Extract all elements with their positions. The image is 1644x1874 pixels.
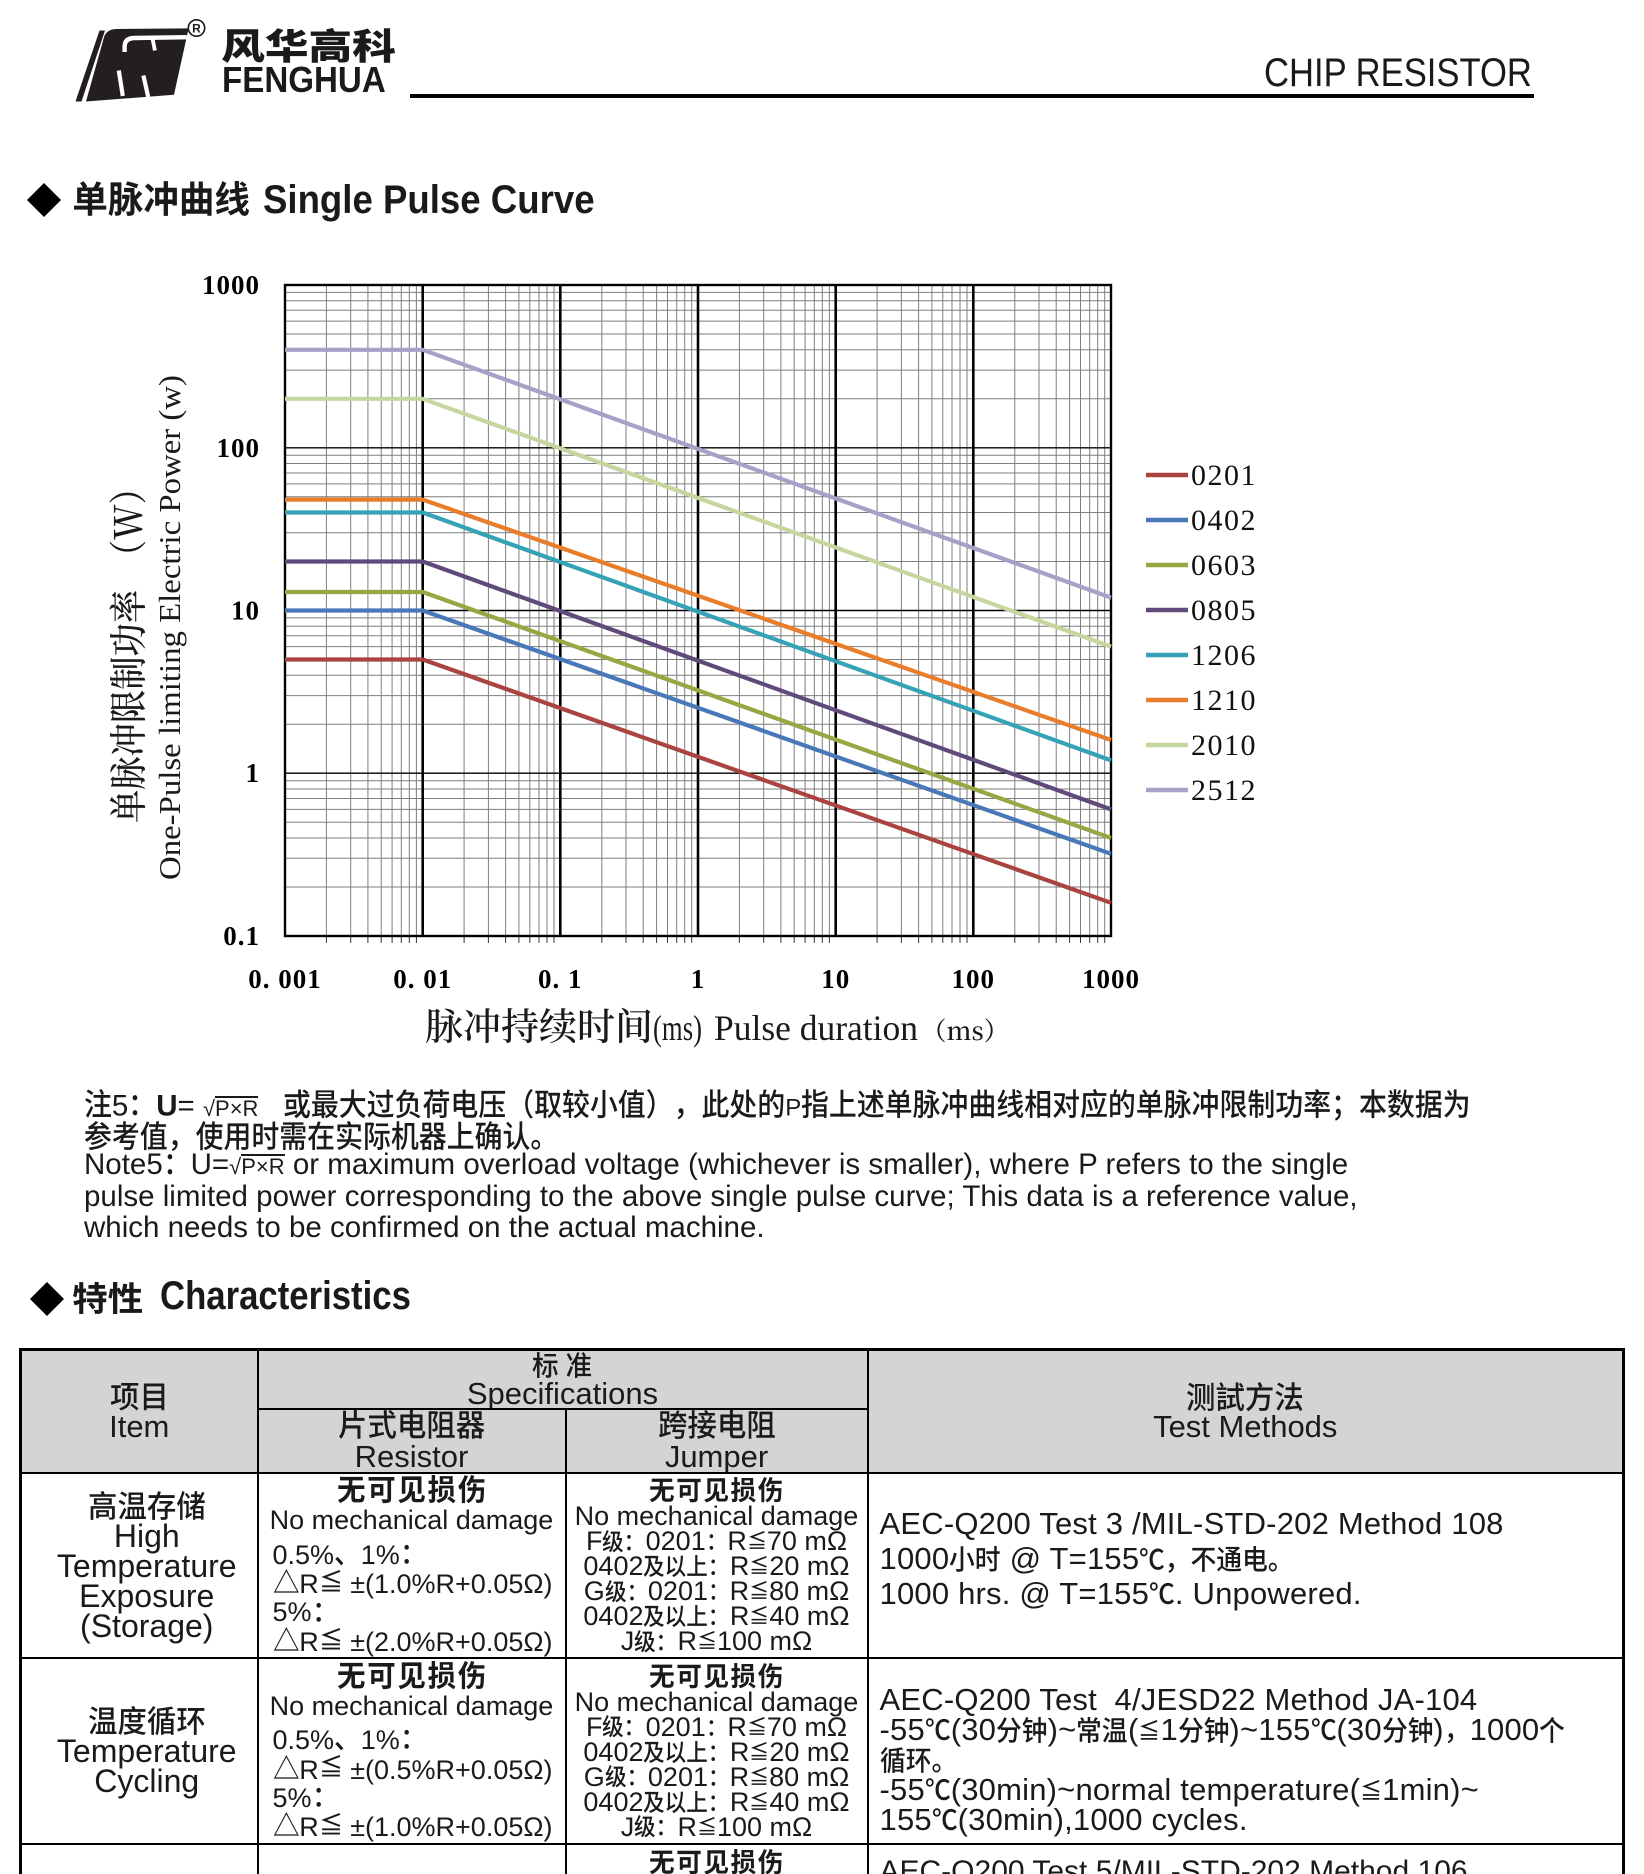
svg-text:0. 1: 0. 1 [538,964,583,994]
svg-text:0402: 0402 [1191,504,1257,537]
svg-text:1: 1 [246,758,261,788]
svg-text:0201: 0201 [1191,459,1257,492]
svg-text:0603: 0603 [1191,549,1257,582]
svg-text:100: 100 [217,433,261,463]
svg-text:One-Pulse limiting Electric Po: One-Pulse limiting Electric Power (w) [152,375,187,880]
svg-text:0. 01: 0. 01 [393,964,452,994]
svg-text:1000: 1000 [202,270,260,300]
svg-text:1000: 1000 [1082,964,1140,994]
svg-text:(ms): (ms) [653,1008,702,1048]
svg-text:0. 001: 0. 001 [248,964,322,994]
svg-text:1: 1 [691,964,706,994]
svg-text:10: 10 [231,596,260,626]
svg-text:0805: 0805 [1191,594,1257,627]
svg-text:100: 100 [952,964,996,994]
svg-text:0.1: 0.1 [223,921,260,951]
svg-text:1210: 1210 [1191,684,1257,717]
svg-text:1206: 1206 [1191,639,1257,672]
svg-text:2512: 2512 [1191,774,1257,807]
svg-text:R: R [192,22,201,36]
svg-text:2010: 2010 [1191,729,1257,762]
svg-text:10: 10 [821,964,850,994]
svg-text:Pulse duration: Pulse duration [714,1008,918,1048]
